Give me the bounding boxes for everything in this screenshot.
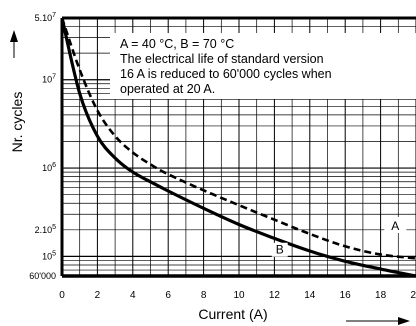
series-label-b: B: [276, 243, 284, 257]
y-tick-label: 5.107: [35, 12, 57, 23]
annotation-line-1: A = 40 °C, B = 70 °C: [120, 37, 234, 51]
series-layer: [60, 17, 416, 278]
x-axis-label: Current (A): [198, 306, 267, 322]
y-tick-label: 105: [42, 250, 56, 261]
x-tick-label: 12: [269, 290, 281, 301]
x-tick-label: 4: [130, 290, 136, 301]
y-tick-label: 106: [42, 162, 56, 173]
y-tick-label: 2.105: [35, 224, 57, 235]
annotation-background: [110, 33, 416, 99]
series-label-a-background: [384, 216, 407, 233]
series-label-a: A: [391, 219, 399, 233]
y-tick-label: 60'000: [29, 271, 56, 281]
labels: A B 0 2 4 6 8 10 12 14 16 18 20 5.107 107 106 2.105 105 60…: [10, 12, 416, 325]
x-tick-label: 0: [59, 290, 65, 301]
x-tick-label: 8: [201, 290, 207, 301]
series-label-b-background: [271, 242, 288, 257]
x-arrow-head: [398, 317, 410, 325]
series-line-b: [60, 17, 416, 278]
x-tick-label: 16: [340, 290, 352, 301]
annotation-box: A = 40 °C, B = 70 °C The electrical life…: [120, 37, 332, 96]
series-line-a: [60, 17, 416, 260]
x-tick-label: 2: [95, 290, 101, 301]
plot-frame: [60, 16, 416, 278]
y-axis-label: Nr. cycles: [9, 92, 25, 153]
annotation-line-4: operated at 20 A.: [120, 82, 215, 96]
x-tick-label: 10: [233, 290, 245, 301]
x-tick-label: 18: [375, 290, 387, 301]
x-tick-label: 14: [304, 290, 316, 301]
x-tick-label: 6: [165, 290, 171, 301]
annotation-line-2: The electrical life of standard version: [120, 52, 324, 66]
y-arrow-head: [10, 30, 18, 42]
x-tick-label: 20: [410, 290, 416, 301]
y-tick-label: 107: [42, 74, 56, 85]
annotation-line-3: 16 A is reduced to 60'000 cycles when: [120, 67, 332, 81]
